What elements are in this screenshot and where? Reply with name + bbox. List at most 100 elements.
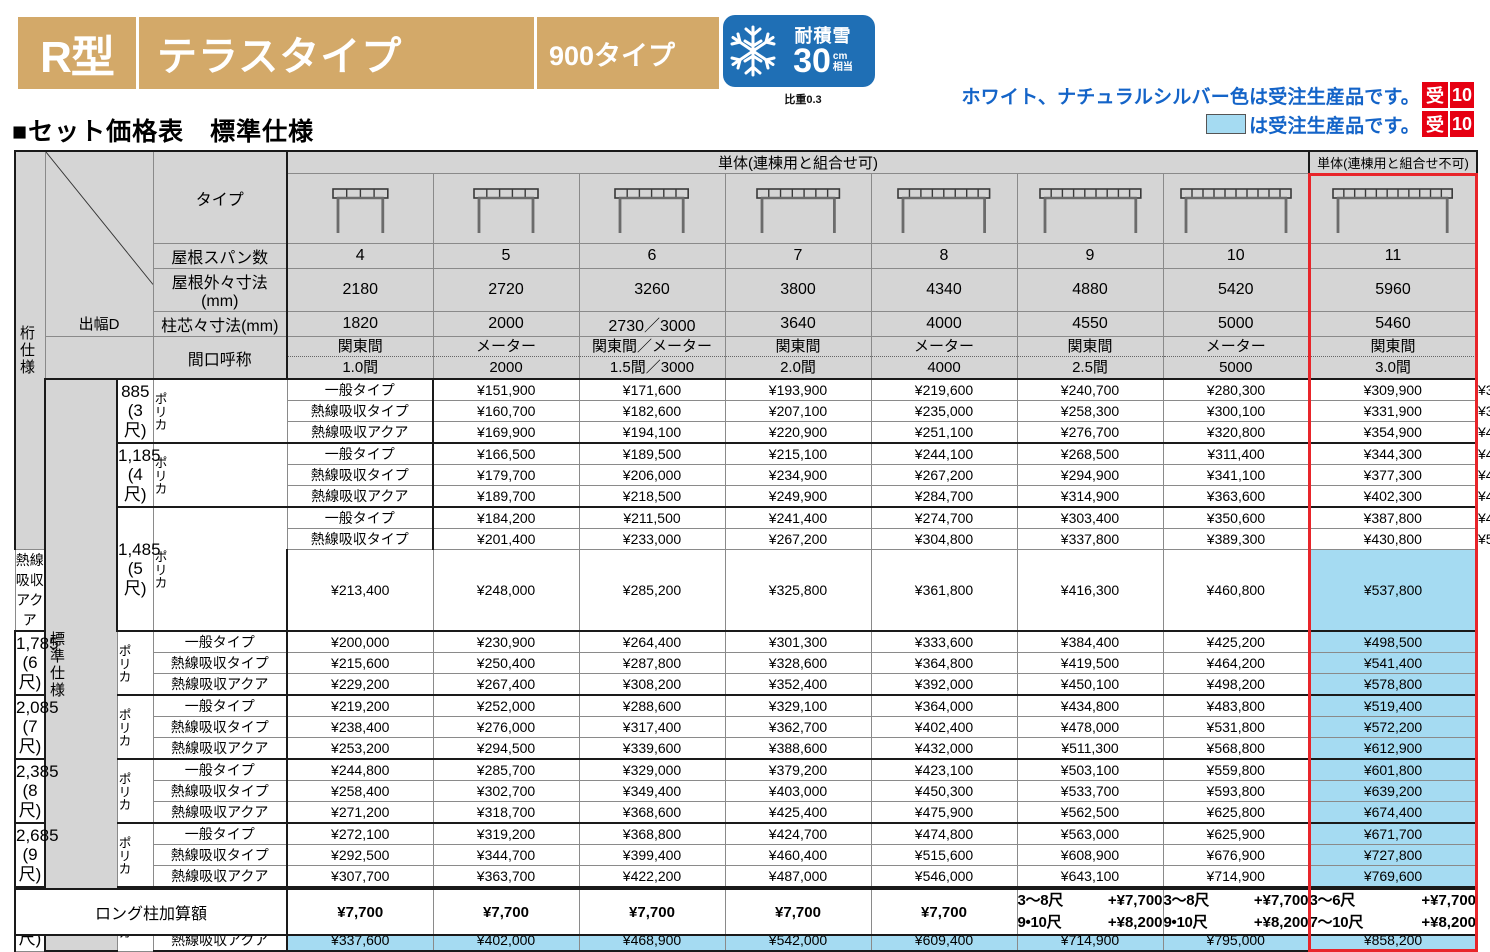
price-cell: ¥625,900 [1163, 823, 1309, 845]
roof-type-2-1: 熱線吸収タイプ [287, 529, 433, 550]
surcharge-cell-dual: 3〜8尺+¥7,700 9•10尺+¥8,200 [1163, 889, 1309, 935]
price-cell: ¥284,700 [871, 486, 1017, 508]
roof-type-4-2: 熱線吸収アクア [153, 738, 287, 760]
price-cell: ¥234,900 [725, 465, 871, 486]
price-cell: ¥671,700 [1309, 823, 1477, 845]
depth-value-4: 2,085 [16, 698, 59, 717]
table-row: 1,785(6尺) ポリカ一般タイプ¥200,000¥230,900¥264,4… [15, 631, 1477, 653]
price-cell: ¥311,400 [1163, 443, 1309, 465]
post-center-4: 1820 [287, 312, 433, 337]
maguchi-top-9: 関東間 [1018, 337, 1163, 357]
price-cell: ¥304,800 [871, 529, 1017, 550]
roof-outer-5: 2720 [433, 269, 579, 312]
price-cell: ¥483,800 [1163, 695, 1309, 717]
price-cell: ¥344,700 [433, 845, 579, 866]
price-cell: ¥267,200 [725, 529, 871, 550]
depth-cell-2: 1,485(5尺) [117, 507, 153, 631]
surcharge-range-bottom: 7〜10尺 [1310, 912, 1364, 934]
price-cell: ¥769,600 [1309, 866, 1477, 888]
snow-load-text: 耐積雪 30 cm 相当 [777, 27, 869, 76]
price-cell: ¥292,500 [287, 845, 433, 866]
surcharge-cell: ¥7,700 [579, 889, 725, 935]
price-cell: ¥240,700 [1017, 379, 1163, 401]
roof-span-icon-5 [433, 174, 579, 244]
roof-type-4-0: 一般タイプ [153, 695, 287, 717]
price-cell: ¥194,100 [579, 422, 725, 444]
price-table: 桁仕様 出幅D タイプ単体(連棟用と組合せ可)単体(連棟用と組合せ不可)屋根スパ… [14, 150, 1478, 952]
price-cell: ¥625,800 [1163, 802, 1309, 824]
price-cell: ¥377,300 [1309, 465, 1477, 486]
price-cell: ¥207,100 [725, 401, 871, 422]
dehaba-spacer [45, 337, 153, 380]
price-cell: ¥503,100 [1017, 759, 1163, 781]
surcharge-cell-dual: 3〜6尺+¥7,700 7〜10尺+¥8,200 [1309, 889, 1477, 935]
price-cell: ¥318,700 [433, 802, 579, 824]
roof-type-1-0: 一般タイプ [287, 443, 433, 465]
depth-cell-3: 1,785(6尺) [15, 631, 45, 695]
corner-diagonal-cell: 出幅D [45, 151, 153, 337]
price-cell: ¥368,800 [579, 823, 725, 845]
maguchi-top-10: メーター [1164, 337, 1309, 357]
snow-unit-cm: cm [833, 51, 847, 62]
post-center-6: 2730／3000 [579, 312, 725, 337]
price-cell: ¥251,100 [871, 422, 1017, 444]
price-cell: ¥249,900 [725, 486, 871, 508]
surcharge-cell: ¥7,700 [287, 889, 433, 935]
post-center-8: 4000 [871, 312, 1017, 337]
span-count-7: 7 [725, 244, 871, 269]
depth-cell-4: 2,085(7尺) [15, 695, 45, 759]
surcharge-value-top: +¥7,700 [1108, 890, 1163, 912]
depth-cell-1: 1,185(4尺) [117, 443, 153, 507]
material-cell-2: ポリカ [153, 507, 287, 631]
price-cell: ¥268,500 [1017, 443, 1163, 465]
surcharge-range-bottom: 9•10尺 [1018, 912, 1062, 934]
row-label-maguchi: 間口呼称 [153, 337, 287, 380]
material-cell-6: ポリカ [117, 823, 153, 887]
price-cell: ¥361,800 [871, 550, 1017, 632]
price-cell: ¥200,000 [287, 631, 433, 653]
maguchi-10: メーター 5000 [1163, 337, 1309, 380]
maguchi-bottom-10: 5000 [1164, 357, 1309, 378]
price-cell: ¥294,900 [1017, 465, 1163, 486]
price-cell: ¥264,400 [579, 631, 725, 653]
type-name-label: テラスタイプ [139, 17, 534, 89]
order-tag-1-days: 10 [1448, 82, 1474, 108]
price-cell: ¥274,700 [871, 507, 1017, 529]
price-cell: ¥389,300 [1163, 529, 1309, 550]
price-cell: ¥241,400 [725, 507, 871, 529]
maguchi-top-6: 関東間／メーター [580, 337, 725, 357]
price-cell: ¥215,600 [287, 653, 433, 674]
roof-outer-7: 3800 [725, 269, 871, 312]
price-cell: ¥309,900 [1309, 379, 1477, 401]
price-cell: ¥276,700 [1017, 422, 1163, 444]
price-cell: ¥258,300 [1017, 401, 1163, 422]
table-row: 熱線吸収タイプ¥238,400¥276,000¥317,400¥362,700¥… [15, 717, 1477, 738]
price-cell: ¥301,300 [725, 631, 871, 653]
price-cell: ¥643,100 [1017, 866, 1163, 888]
price-cell: ¥515,600 [871, 845, 1017, 866]
price-cell: ¥267,200 [871, 465, 1017, 486]
price-cell: ¥328,600 [725, 653, 871, 674]
material-cell-3: ポリカ [117, 631, 153, 695]
price-cell: ¥317,400 [579, 717, 725, 738]
table-row: 熱線吸収アクア¥253,200¥294,500¥339,600¥388,600¥… [15, 738, 1477, 760]
price-cell: ¥287,800 [579, 653, 725, 674]
surcharge-value-bottom: +¥8,200 [1254, 912, 1309, 934]
price-cell: ¥248,000 [433, 550, 579, 632]
price-cell: ¥294,500 [433, 738, 579, 760]
depth-shaku-3: (6尺) [19, 653, 42, 692]
price-cell: ¥464,200 [1163, 653, 1309, 674]
price-cell: ¥498,500 [1309, 631, 1477, 653]
price-cell: ¥487,000 [725, 866, 871, 888]
price-cell: ¥676,900 [1163, 845, 1309, 866]
price-cell: ¥193,900 [725, 379, 871, 401]
table-row: 熱線吸収アクア¥271,200¥318,700¥368,600¥425,400¥… [15, 802, 1477, 824]
price-cell: ¥363,600 [1163, 486, 1309, 508]
price-cell: ¥250,400 [433, 653, 579, 674]
maguchi-9: 関東間 2.5間 [1017, 337, 1163, 380]
depth-cell-5: 2,385(8尺) [15, 759, 45, 823]
price-cell: ¥519,400 [1309, 695, 1477, 717]
row-label-post-center: 柱芯々寸法(mm) [153, 312, 287, 337]
price-cell: ¥325,800 [725, 550, 871, 632]
surcharge-value-bottom: +¥8,200 [1421, 912, 1476, 934]
